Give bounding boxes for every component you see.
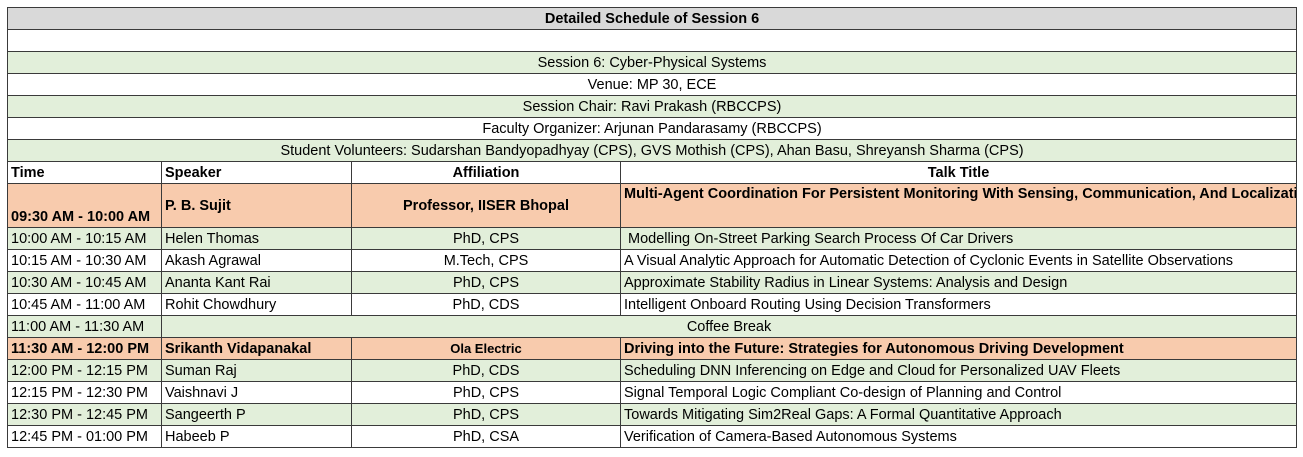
header-row: Time Speaker Affiliation Talk Title [7, 161, 1298, 184]
coffee-break-cell: Coffee Break [160, 315, 1298, 338]
talk-title-cell: Towards Mitigating Sim2Real Gaps: A Form… [619, 403, 1298, 426]
affiliation-cell: PhD, CPS [351, 227, 621, 250]
info-row: Faculty Organizer: Arjunan Pandarasamy (… [6, 117, 1298, 140]
blank-row [6, 29, 1298, 52]
affiliation-cell: M.Tech, CPS [351, 249, 621, 272]
affiliation-cell: Ola Electric [351, 337, 621, 360]
table-row: 10:00 AM - 10:15 AM Helen Thomas PhD, CP… [7, 227, 1298, 250]
speaker-cell: Ananta Kant Rai [161, 271, 352, 294]
time-cell: 10:15 AM - 10:30 AM [7, 249, 162, 272]
header-speaker: Speaker [161, 161, 352, 184]
affiliation-cell: PhD, CSA [351, 425, 621, 448]
time-cell: 12:30 PM - 12:45 PM [7, 403, 162, 426]
table-row: 11:30 AM - 12:00 PM Srikanth Vidapanakal… [7, 337, 1298, 360]
header-affiliation: Affiliation [351, 161, 621, 184]
speaker-cell: Akash Agrawal [161, 249, 352, 272]
venue: Venue: MP 30, ECE [6, 73, 1298, 96]
table-row: 12:45 PM - 01:00 PM Habeeb P PhD, CSA Ve… [7, 425, 1298, 448]
time-cell: 12:45 PM - 01:00 PM [7, 425, 162, 448]
talk-title-cell: Intelligent Onboard Routing Using Decisi… [619, 293, 1298, 316]
speaker-cell: Helen Thomas [161, 227, 352, 250]
table-row: 12:00 PM - 12:15 PM Suman Raj PhD, CDS S… [7, 359, 1298, 382]
talk-title-cell: Approximate Stability Radius in Linear S… [619, 271, 1298, 294]
affiliation-cell: PhD, CPS [351, 271, 621, 294]
info-row: Session Chair: Ravi Prakash (RBCCPS) [6, 95, 1298, 118]
info-row: Session 6: Cyber-Physical Systems [6, 51, 1298, 74]
student-volunteers: Student Volunteers: Sudarshan Bandyopadh… [6, 139, 1298, 162]
affiliation-cell: PhD, CDS [351, 293, 621, 316]
speaker-cell: Vaishnavi J [161, 381, 352, 404]
talk-title-cell: Modelling On-Street Parking Search Proce… [619, 227, 1298, 250]
speaker-cell: Rohit Chowdhury [161, 293, 352, 316]
time-cell: 10:00 AM - 10:15 AM [7, 227, 162, 250]
speaker-cell: P. B. Sujit [161, 183, 352, 228]
table-row: 10:45 AM - 11:00 AM Rohit Chowdhury PhD,… [7, 293, 1298, 316]
table-row: 10:30 AM - 10:45 AM Ananta Kant Rai PhD,… [7, 271, 1298, 294]
break-row: 11:00 AM - 11:30 AM Coffee Break [7, 315, 1298, 338]
time-cell: 09:30 AM - 10:00 AM [7, 183, 162, 228]
header-talk-title: Talk Title [619, 161, 1298, 184]
session-chair: Session Chair: Ravi Prakash (RBCCPS) [6, 95, 1298, 118]
title-row: Detailed Schedule of Session 6 [6, 7, 1298, 30]
time-cell: 10:45 AM - 11:00 AM [7, 293, 162, 316]
info-row: Student Volunteers: Sudarshan Bandyopadh… [6, 139, 1298, 162]
talk-title-cell: Verification of Camera-Based Autonomous … [619, 425, 1298, 448]
faculty-organizer: Faculty Organizer: Arjunan Pandarasamy (… [6, 117, 1298, 140]
talk-title-cell: Scheduling DNN Inferencing on Edge and C… [619, 359, 1298, 382]
table-row: 10:15 AM - 10:30 AM Akash Agrawal M.Tech… [7, 249, 1298, 272]
speaker-cell: Habeeb P [161, 425, 352, 448]
table-title: Detailed Schedule of Session 6 [6, 7, 1298, 30]
time-cell: 12:00 PM - 12:15 PM [7, 359, 162, 382]
time-cell: 11:30 AM - 12:00 PM [7, 337, 162, 360]
blank-cell [6, 29, 1298, 52]
talk-title-cell: A Visual Analytic Approach for Automatic… [619, 249, 1298, 272]
table-row: 12:15 PM - 12:30 PM Vaishnavi J PhD, CPS… [7, 381, 1298, 404]
speaker-cell: Suman Raj [161, 359, 352, 382]
time-cell: 11:00 AM - 11:30 AM [7, 315, 162, 338]
affiliation-cell: PhD, CPS [351, 381, 621, 404]
affiliation-cell: PhD, CDS [351, 359, 621, 382]
affiliation-cell: PhD, CPS [351, 403, 621, 426]
session-name: Session 6: Cyber-Physical Systems [6, 51, 1298, 74]
talk-title-cell: Signal Temporal Logic Compliant Co-desig… [619, 381, 1298, 404]
talk-title-cell: Multi-Agent Coordination For Persistent … [619, 183, 1298, 228]
affiliation-cell: Professor, IISER Bhopal [351, 183, 621, 228]
info-row: Venue: MP 30, ECE [6, 73, 1298, 96]
table-row: 12:30 PM - 12:45 PM Sangeerth P PhD, CPS… [7, 403, 1298, 426]
table-row: 09:30 AM - 10:00 AM P. B. Sujit Professo… [7, 183, 1298, 228]
time-cell: 10:30 AM - 10:45 AM [7, 271, 162, 294]
schedule-table: Detailed Schedule of Session 6 Session 6… [6, 7, 1298, 448]
speaker-cell: Sangeerth P [161, 403, 352, 426]
speaker-cell: Srikanth Vidapanakal [161, 337, 352, 360]
talk-title-cell: Driving into the Future: Strategies for … [619, 337, 1298, 360]
time-cell: 12:15 PM - 12:30 PM [7, 381, 162, 404]
header-time: Time [7, 161, 162, 184]
